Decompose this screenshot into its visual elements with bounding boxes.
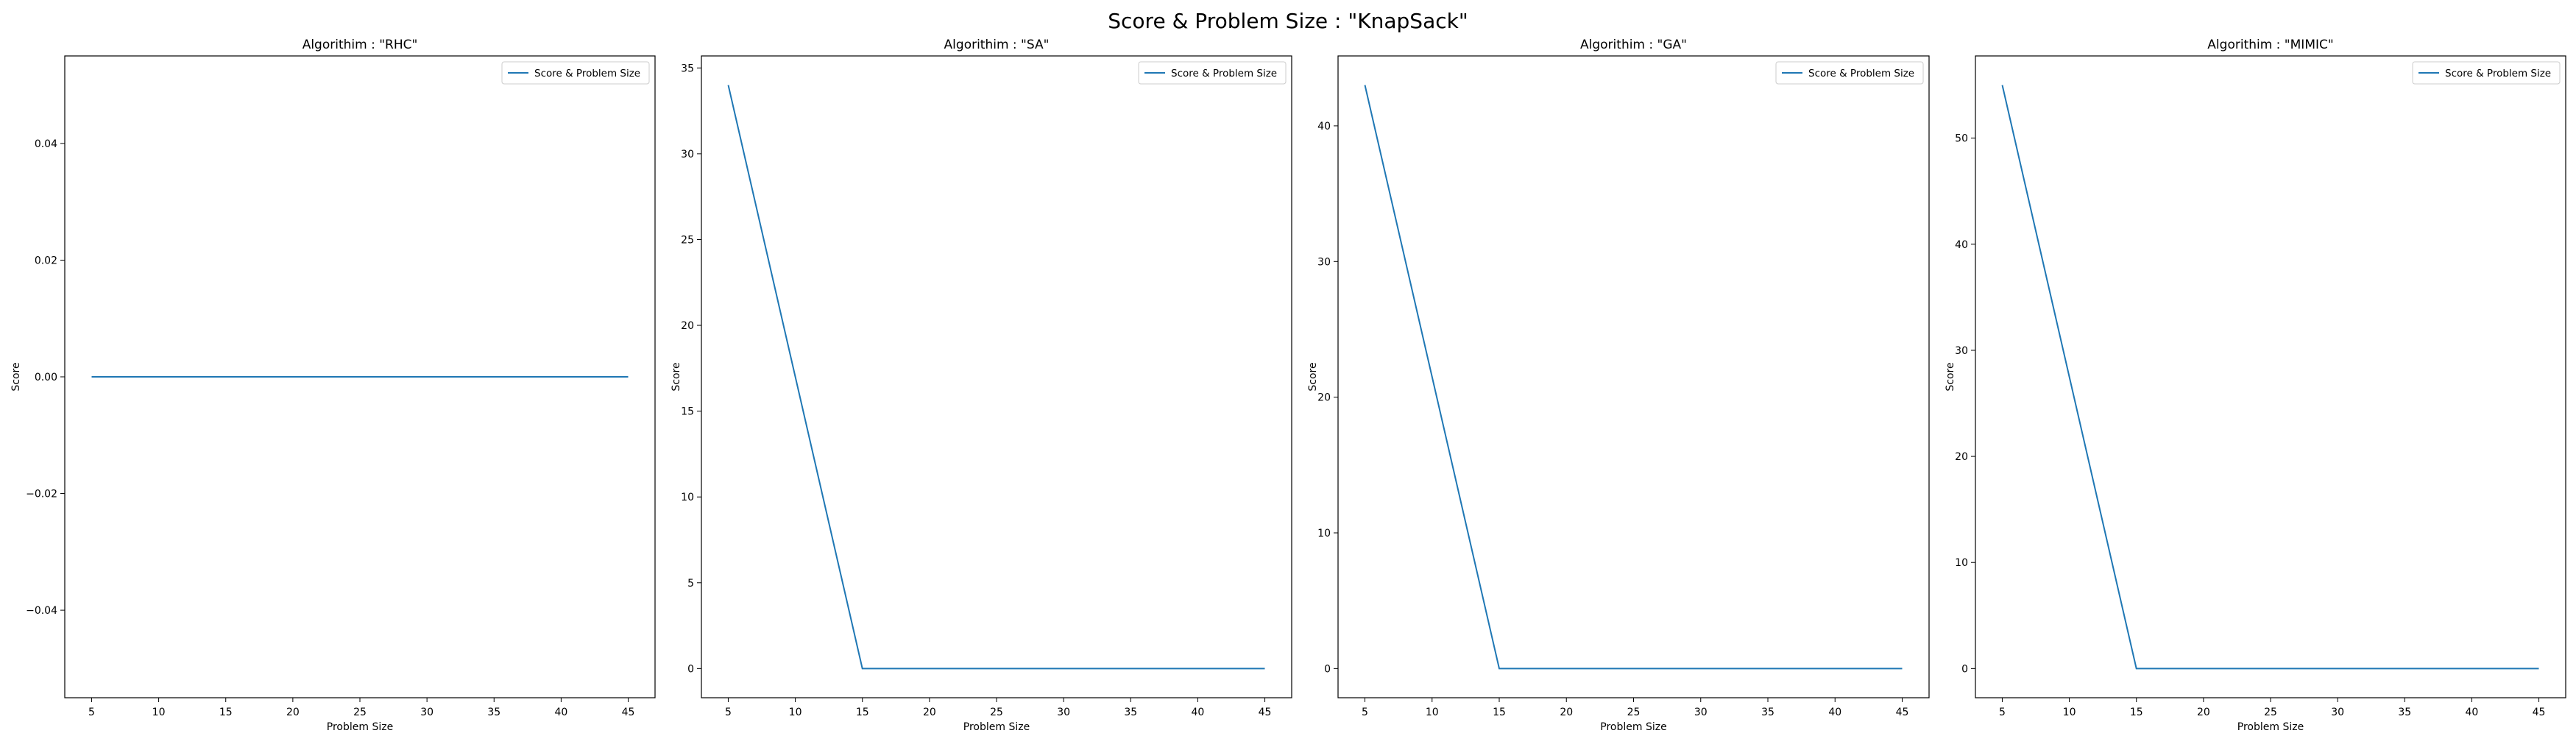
x-tick-label: 20 [923, 707, 936, 718]
series-line [1364, 85, 1903, 670]
subplot-title: Algorithim : "MIMIC" [2207, 38, 2333, 52]
subplot-3: 5 10 15 20 25 30 35 40 45 0 10 20 30 40 Algorithim : "… [1307, 38, 1930, 733]
subplot-title: Algorithim : "SA" [944, 38, 1050, 52]
subplot-title: Algorithim : "GA" [1580, 38, 1687, 52]
x-tick-label: 35 [487, 707, 500, 718]
y-tick-label: 0 [1324, 663, 1331, 675]
legend-box [1775, 61, 1924, 85]
x-tick-label: 25 [1627, 707, 1641, 718]
y-tick-label: 30 [1955, 345, 1968, 357]
y-tick-label: 40 [1317, 121, 1331, 132]
legend-box [501, 61, 650, 85]
y-axis-label: Score [670, 362, 682, 391]
y-tick-label: −0.04 [26, 605, 57, 617]
y-tick-label: 40 [1955, 239, 1968, 251]
x-tick-label: 30 [1694, 707, 1708, 718]
y-tick-label: 20 [1317, 392, 1331, 404]
subplot-1: 5 10 15 20 25 30 35 40 45 −0.04 −0.02 0.00 0.02 0.04 A… [10, 38, 656, 733]
legend-label: Score & Problem Size [534, 68, 640, 79]
y-tick-label: 15 [681, 406, 694, 418]
x-tick-label: 35 [1124, 707, 1137, 718]
y-tick-label: 20 [1955, 451, 1968, 463]
x-tick-label: 30 [2331, 707, 2344, 718]
x-tick-label: 20 [2197, 707, 2210, 718]
legend: Score & Problem Size [501, 61, 650, 85]
x-tick-label: 5 [88, 707, 95, 718]
plot-frame [701, 55, 1292, 698]
x-tick-label: 30 [420, 707, 434, 718]
x-tick-label: 10 [152, 707, 166, 718]
y-axis-label: Score [10, 362, 22, 391]
y-tick-label: 50 [1955, 133, 1968, 145]
x-tick-label: 25 [2264, 707, 2277, 718]
x-tick-label: 40 [1828, 707, 1841, 718]
y-tick-label: 0.04 [35, 138, 57, 150]
legend-box [2412, 61, 2561, 85]
x-tick-label: 30 [1057, 707, 1070, 718]
x-tick-label: 45 [622, 707, 635, 718]
legend-label: Score & Problem Size [1171, 68, 1277, 79]
x-tick-label: 15 [2130, 707, 2143, 718]
subplot-4: 5 10 15 20 25 30 35 40 45 0 10 20 30 40 50 Algorithim :… [1945, 38, 2566, 733]
x-tick-label: 40 [1191, 707, 1204, 718]
y-tick-label: 20 [681, 320, 694, 332]
y-tick-label: 0 [687, 663, 694, 675]
x-tick-label: 5 [725, 707, 732, 718]
legend-label: Score & Problem Size [2445, 68, 2551, 79]
x-tick-label: 45 [1259, 707, 1272, 718]
plot-frame [1337, 55, 1930, 698]
y-tick-label: 10 [1317, 528, 1331, 539]
x-axis-label: Problem Size [327, 721, 393, 733]
legend: Score & Problem Size [1775, 61, 1924, 85]
x-tick-label: 40 [554, 707, 567, 718]
x-tick-label: 10 [1426, 707, 1439, 718]
x-tick-label: 45 [2533, 707, 2546, 718]
x-tick-label: 45 [1896, 707, 1909, 718]
y-axis-label: Score [1945, 362, 1956, 391]
y-tick-label: −0.02 [26, 489, 57, 500]
y-tick-label: 0.00 [35, 372, 57, 383]
legend-box [1138, 61, 1287, 85]
x-tick-label: 20 [286, 707, 300, 718]
series-line [2001, 85, 2539, 670]
legend-label: Score & Problem Size [1808, 68, 1914, 79]
x-tick-label: 5 [1362, 707, 1368, 718]
y-tick-label: 10 [1955, 557, 1968, 569]
subplot-2: 5 10 15 20 25 30 35 40 45 0 5 10 15 20 25 30 35 Algorithi… [670, 38, 1292, 733]
x-tick-label: 10 [2063, 707, 2076, 718]
x-axis-label: Problem Size [963, 721, 1030, 733]
x-axis-label: Problem Size [2237, 721, 2304, 733]
y-tick-label: 35 [681, 63, 694, 74]
x-axis-label: Problem Size [1600, 721, 1666, 733]
figure-title: Score & Problem Size : "KnapSack" [1108, 9, 1468, 33]
x-tick-label: 15 [856, 707, 869, 718]
x-tick-label: 40 [2465, 707, 2478, 718]
y-tick-label: 25 [681, 234, 694, 246]
x-tick-label: 25 [353, 707, 367, 718]
series-line [727, 85, 1265, 670]
legend: Score & Problem Size [1138, 61, 1287, 85]
x-tick-label: 35 [2398, 707, 2411, 718]
y-tick-label: 0.02 [35, 255, 57, 266]
y-tick-label: 30 [681, 149, 694, 160]
y-axis-label: Score [1307, 362, 1319, 391]
x-tick-label: 20 [1560, 707, 1573, 718]
subplot-title: Algorithim : "RHC" [302, 38, 418, 52]
y-tick-label: 5 [687, 578, 694, 590]
x-tick-label: 5 [1999, 707, 2006, 718]
x-tick-label: 25 [990, 707, 1003, 718]
y-tick-label: 0 [1961, 663, 1968, 675]
y-tick-label: 30 [1317, 256, 1331, 268]
legend: Score & Problem Size [2412, 61, 2561, 85]
x-tick-label: 35 [1761, 707, 1774, 718]
x-tick-label: 15 [1493, 707, 1506, 718]
x-tick-label: 15 [219, 707, 233, 718]
y-tick-label: 10 [681, 492, 694, 503]
x-tick-label: 10 [789, 707, 802, 718]
plot-frame [1975, 55, 2566, 698]
